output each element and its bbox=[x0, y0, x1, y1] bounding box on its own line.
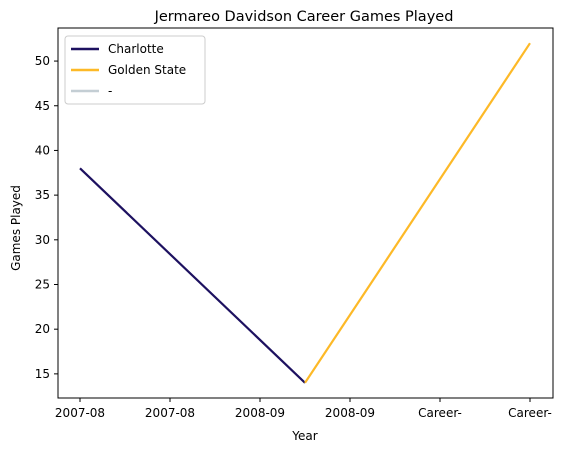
x-tick-label: Career- bbox=[418, 406, 462, 420]
legend-box bbox=[64, 35, 206, 105]
legend-label: Charlotte bbox=[108, 42, 164, 56]
y-tick-label: 25 bbox=[35, 277, 50, 291]
x-tick-label: 2008-09 bbox=[325, 406, 375, 420]
x-tick-label: 2007-08 bbox=[55, 406, 105, 420]
legend-label: - bbox=[108, 84, 112, 98]
x-tick-label: 2008-09 bbox=[235, 406, 285, 420]
y-axis-ticks: 15 20 25 30 35 40 45 50 bbox=[35, 54, 58, 381]
y-tick-label: 35 bbox=[35, 188, 50, 202]
y-tick-label: 50 bbox=[35, 54, 50, 68]
y-tick-label: 20 bbox=[35, 322, 50, 336]
x-axis-label: Year bbox=[291, 429, 317, 443]
y-tick-label: 30 bbox=[35, 233, 50, 247]
legend: Charlotte Golden State - bbox=[64, 35, 206, 105]
x-axis-ticks: 2007-08 2007-08 2008-09 2008-09 Career- Caree… bbox=[55, 398, 552, 420]
series-line-1 bbox=[304, 42, 531, 384]
series-line-0 bbox=[79, 167, 306, 384]
y-axis-label: Games Played bbox=[9, 185, 23, 271]
series-lines bbox=[79, 42, 531, 384]
y-tick-label: 15 bbox=[35, 367, 50, 381]
y-tick-label: 40 bbox=[35, 143, 50, 157]
x-tick-label: 2007-08 bbox=[145, 406, 195, 420]
chart-title: Jermareo Davidson Career Games Played bbox=[154, 9, 454, 25]
x-tick-label: Career- bbox=[508, 406, 552, 420]
legend-label: Golden State bbox=[108, 63, 186, 77]
y-tick-label: 45 bbox=[35, 99, 50, 113]
